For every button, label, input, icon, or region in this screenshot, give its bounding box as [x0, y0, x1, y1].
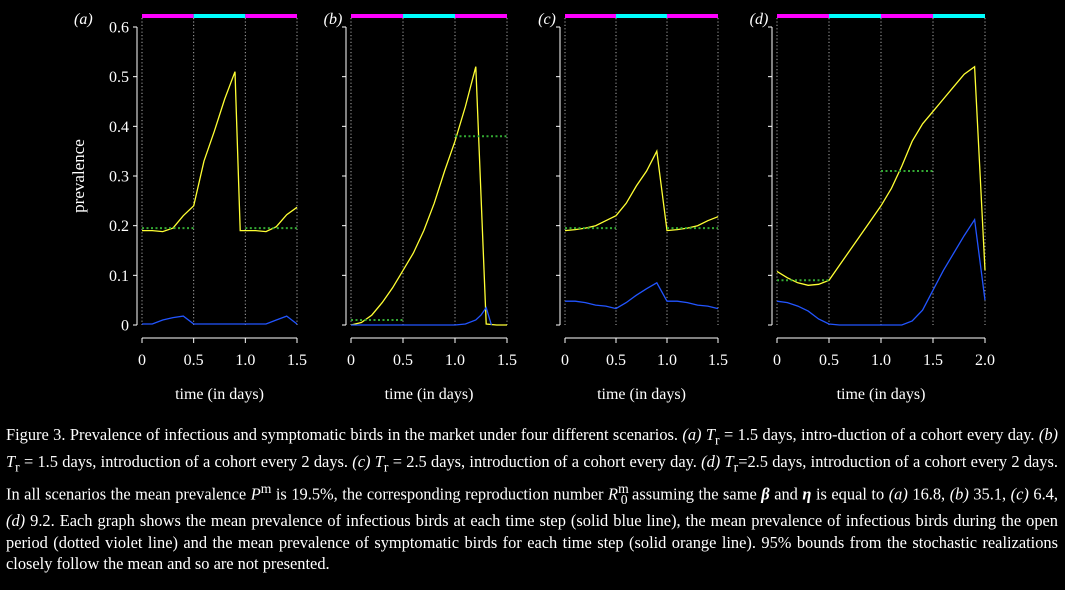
panel-c-x-tick-label: 1.5 [708, 352, 728, 369]
panel-d-x-tick-label: 1.5 [923, 352, 943, 369]
panel-d-x-tick-label: 1.0 [871, 352, 891, 369]
y-tick-label: 0.1 [109, 268, 129, 285]
panel-c-period-bar-magenta [565, 14, 616, 18]
panel-c-symptomatic-line [564, 149, 719, 232]
panel-a-x-tick-label: 0 [138, 352, 146, 369]
caption-label-c: (c) [1010, 484, 1029, 504]
caption-label-d: (d) [6, 511, 26, 531]
panel-d-x-tick-label: 2.0 [975, 352, 995, 369]
caption-sub-r: r [15, 459, 20, 475]
panel-b-x-axis-label: time (in days) [385, 386, 474, 403]
figure-panels: prevalence 0 0.1 0.2 0.3 0.4 0.5 0.6 0 0.5 1.0 1.5 t… [69, 11, 995, 403]
caption-text: assuming the same [627, 484, 762, 504]
caption-symbol-beta: β [761, 484, 770, 504]
panel-c-x-tick-label: 1.0 [657, 352, 677, 369]
panel-d-x-tick-label: 0 [773, 352, 781, 369]
caption-text: is equal to [811, 484, 889, 504]
caption-text: =2.5 days, introduction of a cohort ever… [6, 451, 1058, 504]
y-tick-label: 0.5 [109, 69, 129, 86]
panel-b-x-tick-label: 1.5 [497, 352, 517, 369]
panel-c-period-bar-magenta [667, 14, 718, 18]
caption-symbol-T: T [724, 451, 734, 471]
panel-c-infectious-line [565, 281, 719, 310]
caption-symbol-T: T [705, 425, 716, 444]
panel-b-infectious-line [351, 306, 493, 326]
panel-a-period-bar-magenta [142, 14, 194, 18]
panel-d-x-axis-label: time (in days) [837, 386, 926, 403]
caption-symbol-T: T [6, 451, 16, 471]
caption-text: = 2.5 days, introduction of a cohort eve… [388, 451, 702, 471]
panel-d-period-bar-magenta [881, 14, 933, 18]
panel-b-symptomatic-line [350, 66, 507, 326]
panel-d-label: (d) [750, 11, 769, 28]
panel-c-x-tick-label: 0.5 [606, 352, 626, 369]
panel-d-period-bar-cyan [829, 14, 881, 18]
panel-d-period-bar-magenta [777, 14, 829, 18]
panel-c-x-axis-label: time (in days) [597, 386, 686, 403]
caption-text: 9.2. Each graph shows the mean prevalenc… [6, 511, 1058, 574]
panel-a-infectious-line [142, 315, 298, 325]
caption-sub-r: r [715, 432, 720, 448]
caption-label-b: (b) [949, 484, 969, 504]
y-axis-label: prevalence [69, 139, 88, 213]
caption-label-d: (d) [701, 451, 721, 471]
panel-a-period-bar-magenta [245, 14, 297, 18]
panel-c-label: (c) [538, 11, 556, 28]
panel-d-infectious-line [776, 217, 986, 326]
panel-d-period-bar-cyan [933, 14, 985, 18]
y-tick-label: 0 [121, 318, 129, 335]
panel-d-x-tick-label: 0.5 [819, 352, 839, 369]
panel-a-label: (a) [74, 11, 93, 28]
caption-text: 16.8, [907, 484, 950, 504]
panel-c-period-bar-cyan [616, 14, 667, 18]
panel-a-period-bar-cyan [193, 14, 246, 18]
panel-b-x-tick-label: 1.0 [445, 352, 465, 369]
panel-b-x-tick-label: 0.5 [393, 352, 413, 369]
caption-label-b: (b) [1038, 425, 1059, 444]
caption-sub-r: r [383, 459, 389, 475]
panel-c-x-tick-label: 0 [561, 352, 569, 369]
caption-symbol-eta: η [802, 484, 812, 504]
panel-b-period-bar-cyan [403, 14, 455, 18]
caption-symbol-P: P [250, 484, 261, 504]
caption-sup-m: m [618, 480, 629, 496]
panel-b-label: (b) [324, 11, 343, 28]
panel-a-x-tick-label: 1.0 [235, 352, 255, 369]
panel-a-x-tick-label: 1.5 [287, 352, 307, 369]
panel-b-x-tick-label: 0 [347, 352, 355, 369]
panel-a-x-axis-label: time (in days) [175, 386, 264, 403]
panel-b-period-bar-magenta [351, 14, 403, 18]
panel-a-symptomatic-line [142, 71, 298, 233]
panel-d-symptomatic-line [776, 65, 986, 286]
caption-text: = 1.5 days, introduction of a cohort eve… [19, 451, 353, 471]
caption-symbol-R: R [608, 484, 619, 504]
y-tick-label: 0.4 [109, 119, 129, 136]
y-tick-label: 0.2 [109, 218, 129, 235]
caption-text: Figure 3. Prevalence of infectious and s… [6, 425, 683, 444]
caption-label-a: (a) [682, 425, 702, 444]
caption-sub-0: 0 [620, 491, 628, 507]
caption-label-c: (c) [352, 451, 371, 471]
figure-caption: Figure 3. Prevalence of infectious and s… [6, 424, 1058, 575]
caption-text: = 1.5 days, intro-duction of a cohort ev… [719, 425, 1039, 444]
y-tick-label: 0.6 [109, 20, 129, 37]
caption-label-a: (a) [888, 484, 908, 504]
caption-text: is 19.5%, the corresponding reproduction… [271, 484, 609, 504]
caption-text: 35.1, [968, 484, 1011, 504]
caption-text: 6.4, [1028, 484, 1058, 504]
caption-text: and [769, 484, 803, 504]
panel-b-period-bar-magenta [455, 14, 507, 18]
caption-sub-r: r [733, 459, 739, 475]
caption-sup-m: m [260, 480, 272, 496]
caption-symbol-T: T [374, 451, 384, 471]
panel-a-x-tick-label: 0.5 [184, 352, 204, 369]
y-tick-label: 0.3 [109, 169, 129, 186]
